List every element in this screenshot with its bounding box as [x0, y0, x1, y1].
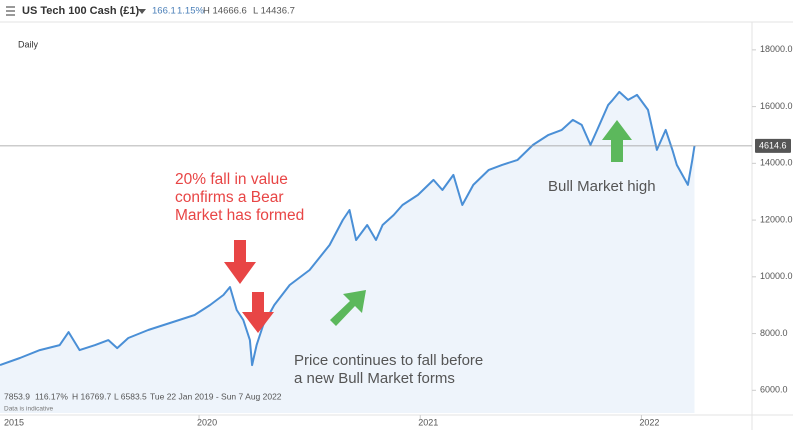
continue-annotation: Price continues to fall before: [294, 352, 483, 369]
disclaimer: Data is indicative: [4, 406, 54, 413]
y-tick-label: 8000.0: [760, 328, 788, 338]
y-tick-label: 6000.0: [760, 385, 788, 395]
stats: 7853.9 116.17% H 16769.7 L 6583.5 Tue 22…: [4, 391, 282, 401]
y-tick-label: 10000.0: [760, 271, 793, 281]
green-arrow: [330, 290, 366, 326]
change: 166.1: [152, 6, 176, 17]
toolbar: [0, 0, 793, 22]
interval-label: Daily: [18, 39, 39, 49]
y-tick-label: 12000.0: [760, 214, 793, 224]
bull-high-annotation: Bull Market high: [548, 178, 656, 195]
stat: 116.17%: [35, 391, 68, 401]
green-arrow: [602, 120, 632, 162]
last-price-tag: [755, 138, 791, 153]
y-tick-label: 14000.0: [760, 158, 793, 168]
red-arrow: [242, 292, 274, 333]
x-tick-label: 2020: [197, 417, 217, 427]
y-tick-label: 18000.0: [760, 44, 793, 54]
annotation-line: confirms a Bear: [175, 189, 284, 206]
stat: H 16769.7: [72, 391, 111, 401]
area: [0, 91, 695, 414]
low: L 14436.7: [253, 6, 295, 17]
menu-icon[interactable]: [6, 6, 15, 16]
x-edge-label: 2015: [4, 417, 24, 427]
stat: Tue 22 Jan 2019 - Sun 7 Aug 2022: [150, 391, 282, 401]
plot-area: 6000.0 8000.0 10000.0 12000.0 14000.0 16000.0…: [0, 22, 793, 430]
last-price-label: 4614.6: [759, 140, 787, 150]
instrument-title[interactable]: US Tech 100 Cash (£1): [22, 5, 140, 17]
bear-annotation: 20% fall in value confirms a Bear Market…: [175, 171, 304, 224]
high: H 14666.6: [203, 6, 247, 17]
annotation-line: 20% fall in value: [175, 171, 288, 188]
x-tick-label: 2022: [639, 417, 659, 427]
dropdown-arrow[interactable]: [138, 9, 146, 14]
continue-annotation: a new Bull Market forms: [294, 370, 455, 387]
stat: 7853.9: [4, 391, 30, 401]
price-line: [0, 90, 696, 367]
red-arrow: [224, 240, 256, 284]
stat: L 6583.5: [114, 391, 147, 401]
change-pct: 1.15%: [177, 6, 204, 17]
y-tick-label: 16000.0: [760, 101, 793, 111]
x-tick-label: 2021: [418, 417, 438, 427]
annotation-line: Market has formed: [175, 207, 304, 224]
